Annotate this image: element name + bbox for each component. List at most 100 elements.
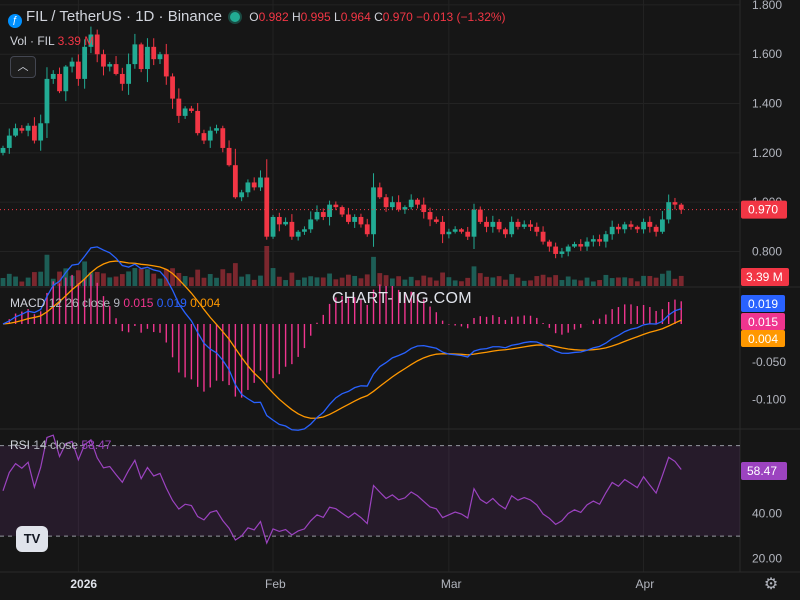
price-tick-label: 1.200 <box>752 146 782 160</box>
volume-bar <box>289 272 295 286</box>
volume-bar <box>163 268 169 286</box>
candle-body <box>377 187 383 198</box>
candle-body <box>616 226 621 230</box>
time-tick-label: 2026 <box>70 577 97 591</box>
volume-bar <box>339 277 345 286</box>
volume-bar <box>534 276 540 286</box>
volume-bar <box>0 277 6 286</box>
macd-signal-value: 0.004 <box>190 296 221 310</box>
candle-body <box>170 76 175 99</box>
candle-body <box>358 216 364 225</box>
candle-body <box>214 128 219 131</box>
volume-bar <box>477 273 483 286</box>
candle-body <box>276 216 282 225</box>
volume-bar <box>189 277 194 286</box>
candle-body <box>509 221 515 235</box>
volume-bar <box>151 273 157 286</box>
high-value: 0.995 <box>300 10 331 24</box>
volume-bar <box>113 276 119 286</box>
candle-body <box>590 239 596 242</box>
candle-body <box>534 226 540 232</box>
volume-bar <box>6 273 12 286</box>
volume-bar <box>433 280 439 286</box>
volume-bar <box>672 278 678 286</box>
candle-body <box>660 219 665 232</box>
volume-bar <box>396 276 402 286</box>
volume-bar <box>314 277 320 286</box>
candle-body <box>471 209 477 237</box>
candle-body <box>151 46 157 60</box>
change-value: −0.013 (−1.32%) <box>416 10 506 24</box>
candle-body <box>622 224 628 230</box>
volume-bar <box>421 275 427 286</box>
candle-body <box>232 165 238 198</box>
candle-body <box>553 246 559 254</box>
candle-body <box>371 187 376 235</box>
volume-bar <box>126 271 131 286</box>
rsi-band-fill <box>0 445 740 537</box>
volume-bar <box>415 280 420 286</box>
volume-bar <box>597 280 602 286</box>
candle-body <box>364 224 370 235</box>
candle-body <box>245 182 251 193</box>
candle-body <box>503 229 508 235</box>
candle-body <box>672 202 678 205</box>
volume-bar <box>459 281 464 286</box>
candle-body <box>157 54 163 60</box>
volume-bar <box>546 277 552 286</box>
volume-bar <box>220 269 226 286</box>
volume-bar <box>264 246 270 286</box>
volume-bar <box>346 274 351 286</box>
collapse-legend-button[interactable]: ︿ <box>10 56 36 78</box>
symbol-label: FIL / TetherUS · 1D · Binance <box>26 8 222 25</box>
time-tick-label: Feb <box>265 577 286 591</box>
volume-bar <box>226 273 232 286</box>
candle-body <box>628 224 634 227</box>
volume-bar <box>245 274 251 286</box>
candle-body <box>389 202 395 208</box>
volume-bar <box>408 276 414 286</box>
volume-bar <box>616 277 621 286</box>
volume-bar <box>119 274 125 286</box>
volume-bar <box>333 279 339 286</box>
last-price-label: 0.970 <box>748 203 778 217</box>
volume-bar <box>170 268 175 286</box>
volume-bar <box>389 278 395 286</box>
candle-body <box>220 128 226 148</box>
candle-body <box>270 216 276 237</box>
candle-body <box>634 226 640 230</box>
candle-body <box>339 207 345 215</box>
volume-bar <box>101 273 106 286</box>
volume-bar <box>270 268 276 286</box>
candle-body <box>490 221 496 227</box>
candle-body <box>396 202 402 210</box>
volume-bar <box>63 268 69 286</box>
candle-body <box>239 192 245 198</box>
candle-body <box>264 177 270 237</box>
macd-line-value: 0.019 <box>156 296 187 310</box>
time-tick-label: Mar <box>441 577 462 591</box>
volume-bar <box>377 273 383 286</box>
candle-body <box>226 147 232 166</box>
candle-body <box>182 108 188 116</box>
volume-bar <box>232 263 238 286</box>
tradingview-logo: TV <box>16 526 48 552</box>
volume-bar <box>276 276 282 286</box>
candle-body <box>207 130 213 141</box>
candle-body <box>421 204 427 213</box>
candle-body <box>50 73 56 79</box>
candle-body <box>126 64 131 84</box>
candle-body <box>446 231 452 235</box>
candle-body <box>176 98 182 116</box>
candle-body <box>327 204 332 217</box>
volume-bar <box>440 272 445 286</box>
candle-body <box>515 221 521 227</box>
gear-icon[interactable]: ⚙ <box>763 576 779 593</box>
macd-line <box>2 246 682 431</box>
candle-body <box>0 147 6 153</box>
volume-bar <box>484 276 489 286</box>
candle-body <box>295 231 301 237</box>
price-tick-label: 1.800 <box>752 0 782 12</box>
macd-value-tag <box>741 313 785 330</box>
